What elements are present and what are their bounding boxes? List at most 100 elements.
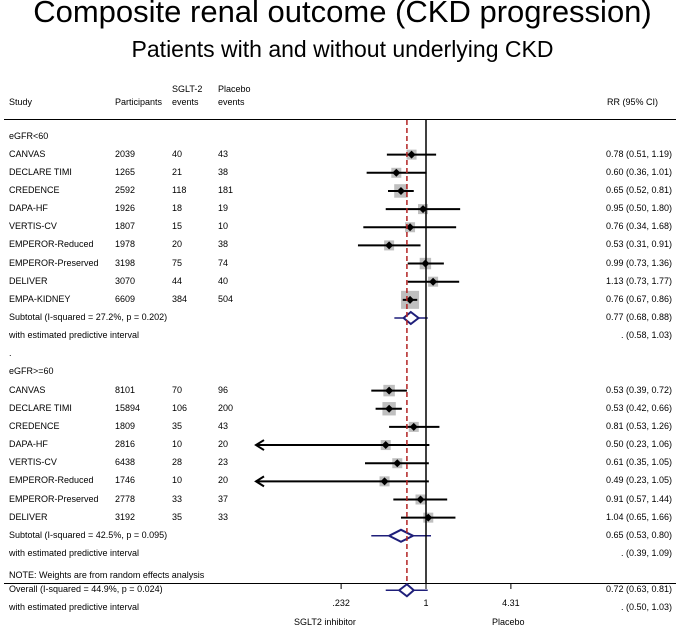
overall-label: Overall (I-squared = 44.9%, p = 0.024) bbox=[9, 584, 163, 595]
study-placebo-events: 33 bbox=[218, 511, 229, 522]
point-estimate bbox=[396, 186, 405, 195]
study-sglt2-events: 75 bbox=[172, 257, 183, 268]
chart-subtitle: Patients with and without underlying CKD bbox=[131, 36, 554, 62]
point-estimate bbox=[381, 441, 390, 450]
ci-arrow bbox=[254, 439, 265, 451]
study-placebo-events: 74 bbox=[218, 257, 229, 268]
study-name: VERTIS-CV bbox=[9, 221, 57, 232]
subtotal-rr: 0.77 (0.68, 0.88) bbox=[605, 312, 672, 322]
study-placebo-events: 40 bbox=[218, 275, 229, 286]
study-placebo-events: 96 bbox=[218, 384, 229, 395]
study-name: DECLARE TIMI bbox=[9, 166, 72, 177]
point-estimate bbox=[385, 386, 394, 395]
study-name: CREDENCE bbox=[9, 184, 60, 195]
study-placebo-events: 20 bbox=[218, 475, 229, 486]
study-placebo-events: 37 bbox=[218, 493, 229, 504]
study-placebo-events: 200 bbox=[218, 402, 234, 413]
header-divider bbox=[4, 119, 676, 120]
study-rr: 0.49 (0.23, 1.05) bbox=[605, 475, 672, 486]
overall-rr: 0.72 (0.63, 0.81) bbox=[605, 584, 672, 595]
study-participants: 6609 bbox=[115, 293, 136, 304]
axis-tick-label: 1 bbox=[423, 598, 429, 608]
study-participants: 1746 bbox=[115, 475, 136, 486]
study-name: EMPA-KIDNEY bbox=[9, 293, 71, 304]
study-placebo-events: 38 bbox=[218, 239, 229, 250]
study-sglt2-events: 35 bbox=[172, 511, 183, 522]
study-placebo-events: 181 bbox=[218, 184, 234, 195]
header-sglt2-line2: events bbox=[172, 97, 199, 107]
header-placebo-line2: events bbox=[218, 97, 245, 107]
study-participants: 8101 bbox=[115, 384, 136, 395]
predictive-rr: . (0.58, 1.03) bbox=[620, 330, 672, 341]
overall-diamond bbox=[397, 582, 416, 598]
study-rr: 0.91 (0.57, 1.44) bbox=[605, 493, 672, 504]
study-participants: 2592 bbox=[115, 184, 136, 195]
subtotal-label: Subtotal (I-squared = 27.2%, p = 0.202) bbox=[9, 312, 168, 322]
study-rr: 0.99 (0.73, 1.36) bbox=[605, 257, 672, 268]
point-estimate bbox=[385, 404, 394, 413]
study-sglt2-events: 20 bbox=[172, 239, 183, 250]
subtotal-rr: 0.65 (0.53, 0.80) bbox=[605, 529, 672, 540]
group-label: eGFR<60 bbox=[9, 130, 49, 141]
predictive-rr: . (0.39, 1.09) bbox=[620, 547, 672, 558]
study-participants: 15894 bbox=[115, 402, 141, 413]
point-estimate bbox=[406, 223, 415, 232]
study-sglt2-events: 15 bbox=[172, 221, 183, 232]
study-sglt2-events: 118 bbox=[172, 184, 187, 195]
header-study: Study bbox=[9, 97, 33, 107]
study-participants: 3198 bbox=[115, 257, 136, 268]
study-name: EMPEROR-Reduced bbox=[9, 239, 94, 250]
study-sglt2-events: 10 bbox=[172, 475, 183, 486]
point-estimate bbox=[380, 477, 389, 486]
study-placebo-events: 19 bbox=[218, 203, 229, 214]
study-sglt2-events: 70 bbox=[172, 384, 183, 395]
point-estimate bbox=[419, 205, 428, 214]
chart-title: Composite renal outcome (CKD progression… bbox=[33, 0, 652, 29]
study-name: EMPEROR-Preserved bbox=[9, 493, 99, 504]
study-participants: 2039 bbox=[115, 148, 136, 159]
study-name: DELIVER bbox=[9, 275, 48, 286]
study-rr: 1.04 (0.65, 1.66) bbox=[605, 511, 672, 522]
study-rr: 0.60 (0.36, 1.01) bbox=[605, 166, 672, 177]
study-participants: 6438 bbox=[115, 457, 136, 468]
study-name: DAPA-HF bbox=[9, 439, 48, 450]
spacer-dot: . bbox=[9, 566, 12, 577]
study-participants: 1926 bbox=[115, 203, 136, 214]
study-participants: 1265 bbox=[115, 166, 136, 177]
spacer-dot: . bbox=[9, 348, 12, 359]
point-estimate bbox=[407, 150, 416, 159]
study-name: CANVAS bbox=[9, 148, 46, 159]
point-estimate bbox=[409, 422, 418, 431]
overall-predictive-rr: . (0.50, 1.03) bbox=[620, 602, 672, 613]
study-participants: 1978 bbox=[115, 239, 136, 250]
footer-divider bbox=[4, 583, 676, 584]
axis-left-label: SGLT2 inhibitor bbox=[294, 617, 356, 627]
study-sglt2-events: 18 bbox=[172, 203, 183, 214]
study-rr: 0.53 (0.42, 0.66) bbox=[605, 402, 672, 413]
study-sglt2-events: 44 bbox=[172, 275, 183, 286]
study-sglt2-events: 35 bbox=[172, 420, 183, 431]
study-sglt2-events: 33 bbox=[172, 493, 183, 504]
study-placebo-events: 38 bbox=[218, 166, 229, 177]
study-rr: 0.61 (0.35, 1.05) bbox=[605, 457, 672, 468]
study-sglt2-events: 21 bbox=[172, 166, 183, 177]
point-estimate bbox=[429, 277, 438, 286]
study-sglt2-events: 384 bbox=[172, 293, 188, 304]
subtotal-label: Subtotal (I-squared = 42.5%, p = 0.095) bbox=[9, 529, 168, 540]
study-participants: 1809 bbox=[115, 420, 136, 431]
subtotal-diamond bbox=[386, 528, 416, 543]
study-name: DELIVER bbox=[9, 511, 48, 522]
axis-tick-label: 4.31 bbox=[502, 598, 520, 608]
predictive-label: with estimated predictive interval bbox=[9, 547, 140, 558]
study-rr: 0.53 (0.31, 0.91) bbox=[605, 239, 672, 250]
header-sglt2-line1: SGLT-2 bbox=[172, 84, 203, 94]
group-label: eGFR>=60 bbox=[9, 366, 54, 377]
study-placebo-events: 20 bbox=[218, 439, 229, 450]
study-participants: 3070 bbox=[115, 275, 136, 286]
study-sglt2-events: 10 bbox=[172, 439, 183, 450]
header-rr: RR (95% CI) bbox=[607, 97, 659, 107]
study-rr: 0.76 (0.34, 1.68) bbox=[605, 221, 672, 232]
study-rr: 0.76 (0.67, 0.86) bbox=[605, 293, 672, 304]
study-rr: 0.95 (0.50, 1.80) bbox=[605, 203, 672, 214]
study-name: EMPEROR-Reduced bbox=[9, 475, 94, 486]
